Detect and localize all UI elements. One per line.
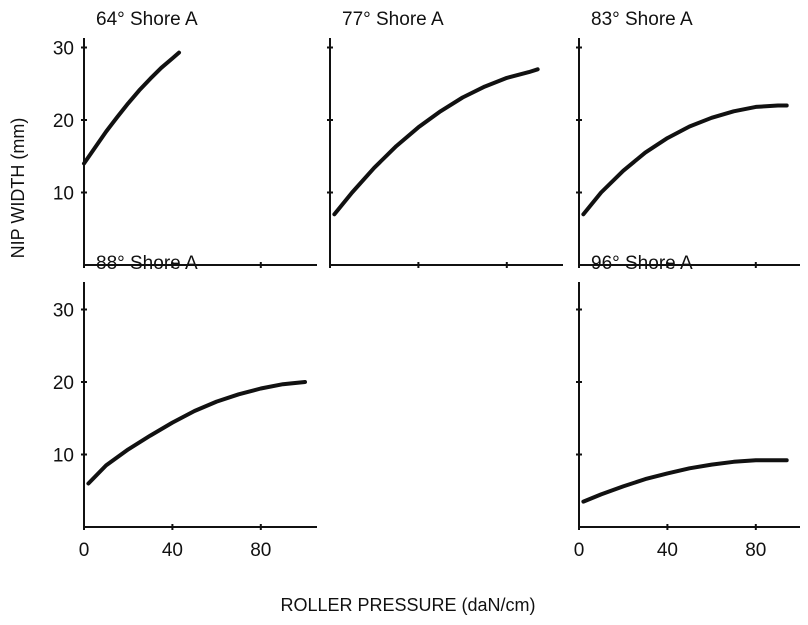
panel-title: 83° Shore A xyxy=(591,9,693,30)
panel-title: 96° Shore A xyxy=(591,253,693,274)
y-axis-title: NIP WIDTH (mm) xyxy=(8,118,28,259)
panel-1: 10 20 30 64° Shore A xyxy=(53,9,317,268)
y-tick-label: 10 xyxy=(53,184,74,205)
panel-title: 64° Shore A xyxy=(96,9,198,30)
x-tick-label: 80 xyxy=(250,540,271,561)
y-tick-label: 20 xyxy=(53,373,74,394)
panel-title: 77° Shore A xyxy=(342,9,444,30)
series-curve xyxy=(82,50,181,166)
x-tick-label: 0 xyxy=(574,540,585,561)
series-curve xyxy=(581,103,789,217)
panel-6: 0 40 80 96° Shore A xyxy=(574,253,800,561)
y-tick-label: 10 xyxy=(53,446,74,467)
y-tick-label: 20 xyxy=(53,111,74,132)
y-tick-label: 30 xyxy=(53,301,74,322)
x-tick-label: 0 xyxy=(79,540,90,561)
panel-title: 88° Shore A xyxy=(96,253,198,274)
y-tick-label: 30 xyxy=(53,39,74,60)
x-tick-label: 80 xyxy=(745,540,766,561)
x-tick-label: 40 xyxy=(162,540,183,561)
x-tick-label: 40 xyxy=(657,540,678,561)
panel-2: 77° Shore A xyxy=(327,9,563,268)
panel-3: 83° Shore A xyxy=(576,9,800,268)
panel-4: 10 20 30 0 40 80 88° Shore A xyxy=(53,253,317,561)
x-axis-title: ROLLER PRESSURE (daN/cm) xyxy=(280,595,535,615)
series-curve xyxy=(581,458,789,504)
series-curve xyxy=(332,67,540,217)
series-curve xyxy=(86,380,307,486)
